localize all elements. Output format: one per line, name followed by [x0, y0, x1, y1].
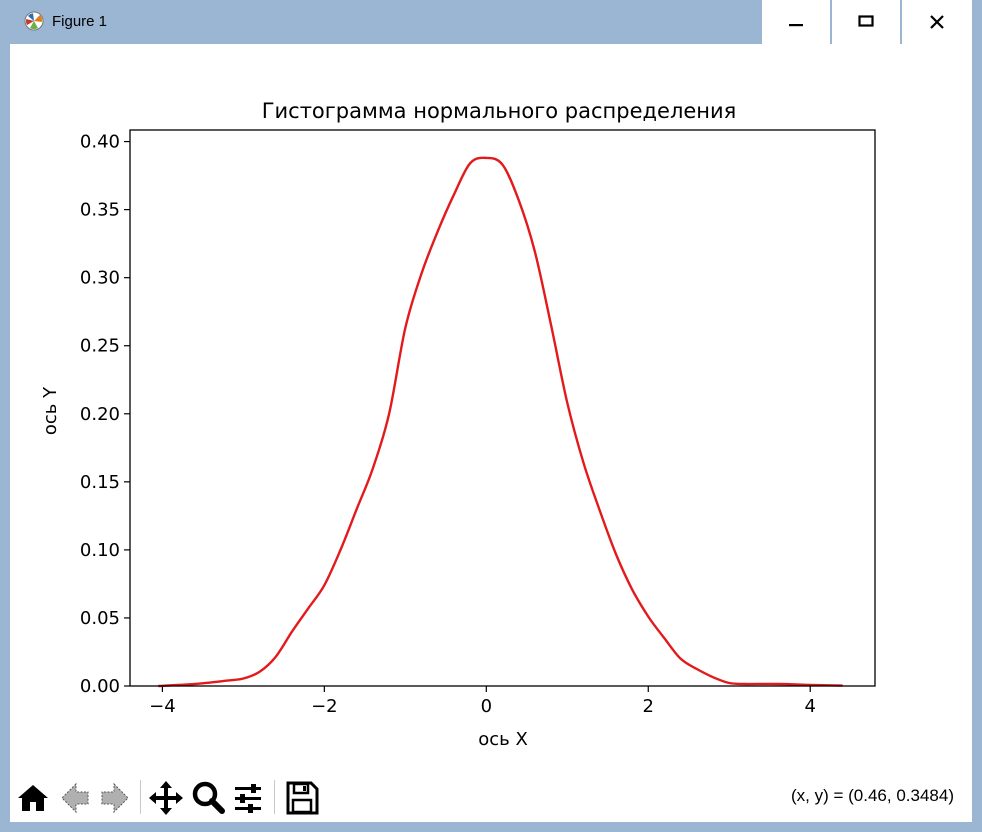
y-tick-label: 0.35	[80, 200, 120, 221]
home-button[interactable]	[14, 778, 52, 818]
home-icon	[18, 785, 48, 811]
save-icon	[286, 781, 319, 815]
y-tick-label: 0.40	[80, 132, 120, 153]
toolbar-separator	[140, 780, 141, 814]
maximize-button[interactable]	[831, 0, 900, 44]
y-tick-label: 0.30	[80, 268, 120, 289]
density-curve-line	[158, 156, 843, 688]
y-tick-label: 0.10	[80, 540, 120, 561]
x-tick-label: −2	[311, 696, 338, 717]
y-axis-label: ось Y	[40, 386, 61, 435]
forward-button[interactable]	[96, 778, 134, 818]
back-arrow-icon	[61, 782, 89, 814]
axes-ticks: −4 −2 0 2 4 0.00 0.05 0.10 0.15 0.20 0.25 0.30 0.35 0…	[80, 132, 816, 717]
x-tick-label: 2	[643, 696, 654, 717]
toolbar-separator	[274, 780, 275, 814]
minimize-icon	[789, 24, 803, 27]
y-tick-label: 0.20	[80, 404, 120, 425]
navigation-toolbar: (x, y) = (0.46, 0.3484)	[10, 774, 972, 822]
chart-title: Гистограмма нормального распределения	[262, 99, 737, 123]
x-tick-label: 4	[804, 696, 815, 717]
y-tick-label: 0.25	[80, 336, 120, 357]
chart-svg[interactable]: Гистограмма нормального распределения −4…	[10, 44, 972, 774]
x-tick-label: 0	[481, 696, 492, 717]
pan-button[interactable]	[147, 778, 185, 818]
window-title: Figure 1	[52, 13, 108, 30]
pan-icon	[149, 781, 183, 815]
minimize-button[interactable]	[761, 0, 830, 44]
zoom-button[interactable]	[189, 778, 227, 818]
y-tick-label: 0.05	[80, 608, 120, 629]
figure-canvas[interactable]: Гистограмма нормального распределения −4…	[10, 44, 972, 822]
matplotlib-logo-icon	[24, 11, 44, 31]
y-tick-label: 0.15	[80, 472, 120, 493]
x-axis-label: ось X	[478, 729, 528, 750]
configure-subplots-button[interactable]	[229, 778, 267, 818]
save-button[interactable]	[283, 778, 321, 818]
y-tick-label: 0.00	[80, 676, 120, 697]
title-bar[interactable]: Figure 1	[0, 0, 982, 44]
close-icon	[930, 15, 944, 29]
axes-frame	[129, 129, 876, 687]
cursor-coordinates: (x, y) = (0.46, 0.3484)	[791, 786, 954, 805]
configure-subplots-icon	[235, 784, 261, 813]
maximize-icon	[858, 15, 874, 27]
zoom-icon	[192, 781, 225, 814]
close-button[interactable]	[901, 0, 972, 44]
back-button[interactable]	[56, 778, 94, 818]
series-layer	[158, 156, 843, 688]
forward-arrow-icon	[101, 782, 129, 814]
x-tick-label: −4	[149, 696, 176, 717]
